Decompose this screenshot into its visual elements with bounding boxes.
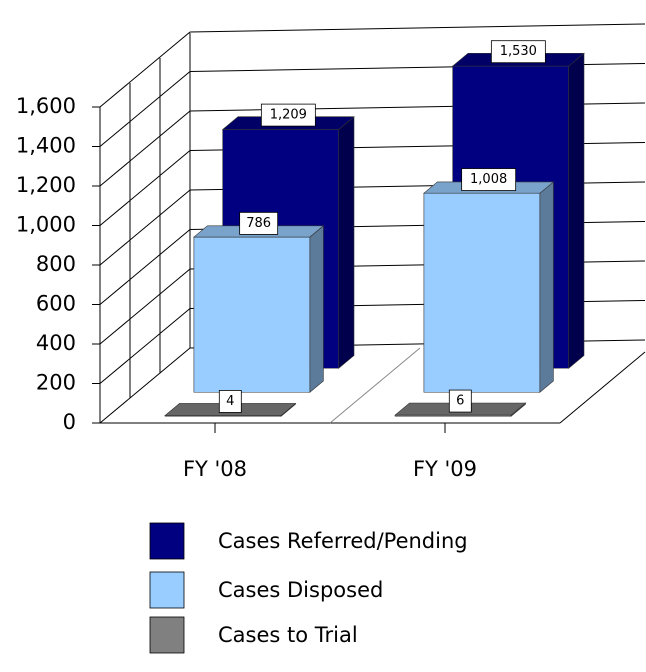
- value-label-box: [239, 211, 279, 235]
- legend-swatch: [149, 571, 185, 609]
- grid-line: [99, 189, 191, 266]
- bar-front: [423, 192, 541, 393]
- value-label-box: [218, 390, 242, 413]
- y-tick-label: 200: [36, 371, 76, 395]
- value-label: 6: [456, 394, 464, 409]
- y-tick-label: 800: [36, 252, 76, 276]
- value-label: 786: [246, 216, 271, 231]
- bar: [423, 181, 555, 393]
- grid-line: [99, 268, 191, 345]
- bar-side: [309, 225, 324, 393]
- y-tick-label: 1,200: [16, 173, 76, 197]
- grid-line: [99, 229, 191, 305]
- y-tick-label: 1,400: [16, 134, 76, 158]
- grid-line: [99, 150, 191, 226]
- bar: [193, 225, 325, 393]
- floor-right: [559, 351, 646, 424]
- grid-line: [99, 71, 191, 147]
- value-label-box: [461, 168, 517, 191]
- legend-label: Cases Referred/Pending: [218, 529, 468, 553]
- y-tick-label: 400: [36, 331, 76, 355]
- value-label-box: [448, 389, 472, 413]
- value-label: 1,008: [470, 172, 507, 187]
- legend-swatch: [149, 522, 185, 560]
- y-tick-label: 0: [63, 410, 76, 434]
- y-tick-label: 600: [36, 292, 76, 316]
- floor-divider: [329, 347, 421, 424]
- bars: [164, 52, 585, 417]
- value-label: 4: [226, 394, 234, 409]
- y-tick-label: 1,000: [16, 213, 76, 237]
- bar-side: [568, 52, 585, 369]
- legend-swatch: [149, 616, 185, 654]
- value-label: 1,209: [270, 108, 307, 123]
- labels: 0 200 400 600 800 1,000 1,200 1,400 1,600 FY '08 F…: [16, 40, 546, 654]
- grid-line: [99, 347, 191, 424]
- x-tick-label: FY '08: [183, 457, 247, 481]
- bar-front: [193, 236, 311, 393]
- y-tick-label: 1,600: [16, 94, 76, 118]
- grid-line: [99, 31, 191, 108]
- legend-label: Cases to Trial: [218, 623, 358, 647]
- grid-line: [99, 308, 191, 384]
- bar-side: [539, 181, 554, 393]
- x-tick-label: FY '09: [413, 457, 477, 481]
- grid-line: [189, 23, 646, 33]
- bar-side: [338, 116, 355, 369]
- grid-line: [99, 110, 191, 187]
- value-label-box: [260, 103, 316, 127]
- value-label: 1,530: [500, 44, 537, 59]
- legend-label: Cases Disposed: [218, 578, 383, 602]
- value-label-box: [490, 40, 546, 64]
